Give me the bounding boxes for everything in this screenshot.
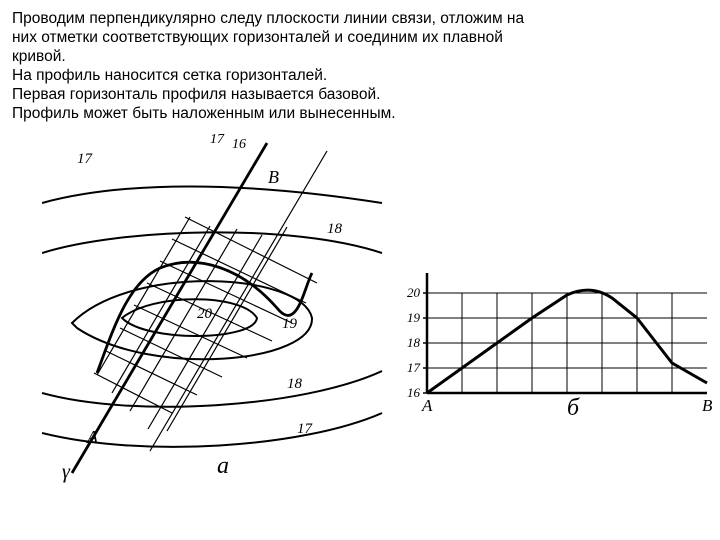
svg-text:б: б: [567, 395, 580, 421]
figure-a: 17 18 19 20 18 17 A Bγ 16 17 а: [42, 133, 402, 488]
line1: Проводим перпендикулярно следу плоскости…: [12, 10, 708, 29]
svg-text:17: 17: [210, 133, 225, 147]
description-text: Проводим перпендикулярно следу плоскости…: [12, 10, 708, 123]
svg-text:17: 17: [407, 360, 421, 375]
figure-b: 20 19 18 17 16A Bб: [407, 263, 717, 428]
svg-text:A: A: [421, 396, 433, 415]
svg-text:16: 16: [407, 385, 421, 400]
svg-text:18: 18: [407, 335, 421, 350]
svg-text:17: 17: [77, 151, 94, 167]
svg-text:B: B: [702, 396, 713, 415]
svg-text:A: A: [86, 427, 99, 447]
svg-text:16: 16: [232, 137, 246, 152]
svg-text:20: 20: [407, 285, 421, 300]
svg-text:B: B: [268, 167, 279, 187]
svg-text:17: 17: [297, 421, 314, 437]
line6: Профиль может быть наложенным или вынесе…: [12, 105, 708, 124]
line4: На профиль наносится сетка горизонталей.: [12, 67, 708, 86]
line2: них отметки соответствующих горизонталей…: [12, 29, 708, 48]
line3: кривой.: [12, 48, 708, 67]
svg-text:γ: γ: [62, 461, 71, 483]
figures-container: 171819201817ABγ1617а 2019181716ABб: [12, 133, 708, 493]
line5: Первая горизонталь профиля называется ба…: [12, 86, 708, 105]
svg-text:18: 18: [327, 221, 343, 237]
svg-text:19: 19: [407, 310, 421, 325]
svg-text:19: 19: [282, 316, 298, 332]
svg-text:20: 20: [197, 306, 213, 322]
svg-text:18: 18: [287, 376, 303, 392]
svg-text:а: а: [217, 453, 229, 479]
